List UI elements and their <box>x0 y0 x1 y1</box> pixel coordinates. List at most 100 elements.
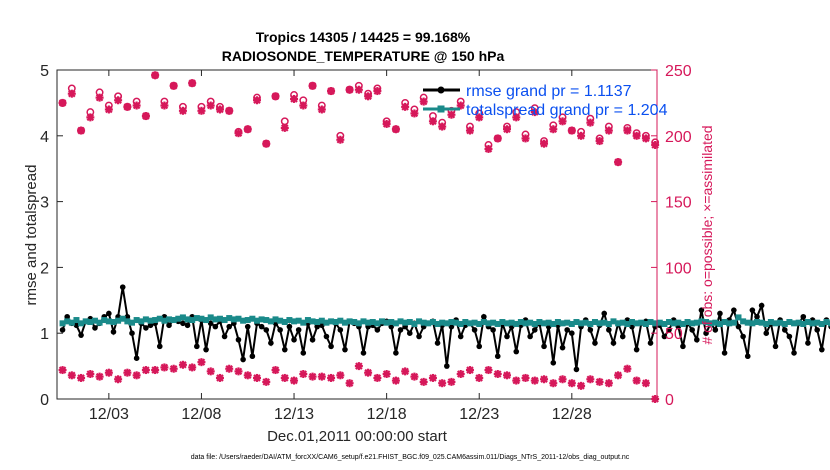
obs-low-point <box>465 366 474 375</box>
rmse-point <box>541 343 547 350</box>
rmse-point <box>731 307 737 313</box>
footer-data-file: data file: /Users/raeder/DAI/ATM_forcXX/… <box>191 454 630 461</box>
obs-assimilated-point <box>253 96 261 105</box>
totalspread-point <box>291 318 298 325</box>
obs-assimilated-point <box>438 122 447 131</box>
obs-assimilated-point <box>271 92 280 101</box>
y-left-tick-label: 1 <box>40 326 49 343</box>
totalspread-point <box>828 320 830 327</box>
totalspread-point <box>258 316 265 323</box>
obs-assimilated-point <box>354 85 363 94</box>
obs-low-point <box>178 360 187 369</box>
rmse-point <box>694 336 700 343</box>
rmse-point <box>110 329 117 335</box>
totalspread-point <box>351 319 358 326</box>
rmse-point <box>814 327 820 333</box>
obs-assimilated-point <box>623 126 632 135</box>
obs-assimilated-point <box>604 126 613 135</box>
rmse-point <box>550 360 557 366</box>
rmse-point <box>781 327 788 333</box>
totalspread-point <box>416 318 423 325</box>
obs-assimilated-point <box>595 137 604 146</box>
totalspread-point <box>425 320 432 327</box>
totalspread-point <box>818 320 825 327</box>
rmse-point <box>147 322 154 329</box>
rmse-point <box>124 313 131 320</box>
obs-low-point <box>345 379 354 388</box>
totalspread-point <box>610 318 617 325</box>
obs-low-point <box>327 373 336 382</box>
totalspread-point <box>73 317 80 324</box>
totalspread-point <box>670 320 677 327</box>
obs-low-point <box>299 369 308 378</box>
obs-low-point <box>160 363 169 372</box>
totalspread-point <box>744 319 751 326</box>
totalspread-point <box>379 318 385 325</box>
totalspread-point <box>133 317 140 324</box>
rmse-point <box>166 322 172 329</box>
totalspread-point <box>286 317 293 324</box>
totalspread-point <box>420 319 427 326</box>
totalspread-point <box>314 319 321 326</box>
totalspread-point <box>656 319 663 326</box>
obs-assimilated-point <box>151 71 160 80</box>
obs-assimilated-point <box>206 101 215 110</box>
rmse-point <box>494 353 501 360</box>
legend: rmse grand pr = 1.1137 totalspread grand… <box>423 83 668 119</box>
totalspread-point <box>235 315 242 322</box>
obs-assimilated-point <box>234 129 243 138</box>
totalspread-point <box>216 315 223 322</box>
obs-assimilated-point <box>521 134 530 143</box>
totalspread-point <box>559 320 566 327</box>
totalspread-point <box>716 320 723 327</box>
obs-assimilated-point <box>484 144 493 153</box>
totalspread-point <box>448 319 455 326</box>
totalspread-point <box>508 319 515 326</box>
rmse-point <box>573 366 580 373</box>
totalspread-point <box>466 320 473 327</box>
obs-low-point <box>577 381 586 390</box>
x-tick-label: 12/03 <box>89 406 129 423</box>
totalspread-point <box>679 320 686 327</box>
obs-low-point <box>262 377 271 386</box>
rmse-point <box>592 340 598 346</box>
totalspread-point <box>550 320 557 327</box>
totalspread-point <box>240 317 247 324</box>
obs-assimilated-point <box>67 89 76 98</box>
x-tick-label: 12/18 <box>367 406 407 423</box>
totalspread-point <box>712 319 719 326</box>
totalspread-point <box>480 319 487 326</box>
rmse-point <box>791 350 797 356</box>
rmse-point <box>156 343 163 350</box>
rmse-point <box>73 322 80 329</box>
totalspread-point <box>749 320 756 327</box>
totalspread-point <box>323 319 330 326</box>
rmse-point <box>268 340 274 346</box>
obs-assimilated-point <box>141 112 150 121</box>
totalspread-point <box>531 320 538 327</box>
totalspread-point <box>87 319 94 326</box>
totalspread-point <box>730 319 737 326</box>
rmse-point <box>680 343 686 350</box>
rmse-point <box>92 325 98 331</box>
totalspread-point <box>791 320 798 327</box>
obs-assimilated-point <box>586 118 595 127</box>
rmse-point <box>434 340 441 346</box>
rmse-point <box>235 336 242 343</box>
obs-assimilated-point <box>503 125 511 134</box>
totalspread-point <box>777 319 784 326</box>
obs-low-point <box>623 364 632 373</box>
totalspread-point <box>652 320 659 327</box>
totalspread-point <box>78 320 85 327</box>
obs-low-point <box>503 371 511 380</box>
y-left-tick-label: 0 <box>40 392 49 409</box>
obs-low-point <box>86 369 95 378</box>
totalspread-point <box>809 320 816 327</box>
obs-low-point <box>401 367 410 376</box>
totalspread-point <box>129 319 135 326</box>
rmse-point <box>342 346 348 353</box>
rmse-point <box>129 330 135 337</box>
totalspread-point <box>754 319 760 326</box>
totalspread-point <box>564 319 571 326</box>
